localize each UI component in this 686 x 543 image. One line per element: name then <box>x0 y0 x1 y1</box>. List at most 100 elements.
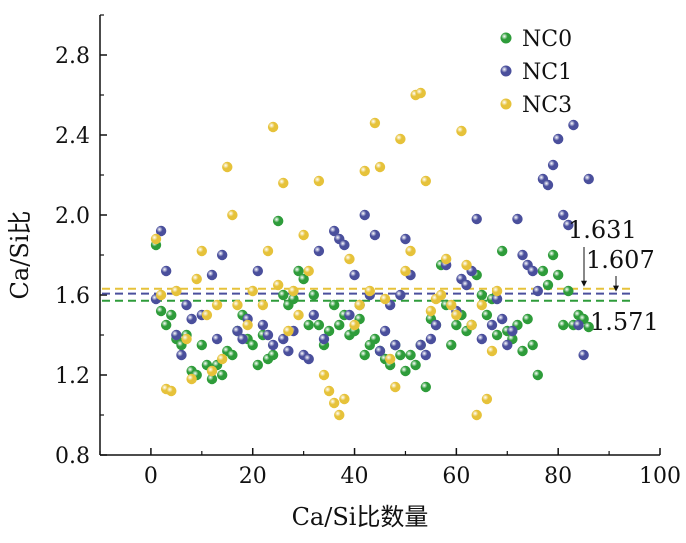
data-point-nc1 <box>303 353 314 365</box>
data-point-nc0 <box>293 265 304 277</box>
data-point-nc3 <box>216 353 228 365</box>
x-tick-label: 40 <box>341 464 369 489</box>
data-point-nc1 <box>527 265 538 277</box>
data-point-nc3 <box>405 245 416 257</box>
data-point-nc1 <box>568 119 579 131</box>
data-point-nc0 <box>308 289 320 301</box>
mean-value-label: 1.631 <box>568 216 637 244</box>
data-point-nc1 <box>374 345 386 357</box>
data-point-nc0 <box>247 339 258 351</box>
data-point-nc0 <box>496 245 508 257</box>
y-tick-label: 0.8 <box>55 444 90 469</box>
y-axis-title: Ca/Si比 <box>6 211 34 300</box>
data-point-nc1 <box>558 209 569 221</box>
data-point-nc0 <box>298 273 309 285</box>
y-tick-label: 2.8 <box>55 44 90 69</box>
data-point-nc1 <box>425 333 437 345</box>
data-point-nc3 <box>435 289 447 301</box>
data-point-nc3 <box>191 273 202 285</box>
data-point-nc3 <box>440 253 452 265</box>
data-point-nc1 <box>583 173 594 185</box>
data-point-nc3 <box>181 333 192 345</box>
data-point-nc0 <box>227 349 238 361</box>
data-point-nc1 <box>216 249 228 261</box>
data-point-nc3 <box>272 279 284 291</box>
data-point-nc3 <box>323 385 335 397</box>
data-point-nc1 <box>415 339 426 351</box>
y-tick-label: 1.2 <box>55 364 90 389</box>
data-point-nc1 <box>339 239 350 251</box>
data-point-nc1 <box>160 265 172 277</box>
data-point-nc0 <box>563 285 574 297</box>
data-point-nc1 <box>232 325 243 337</box>
data-point-nc0 <box>517 345 528 357</box>
legend-marker-nc0 <box>500 32 512 44</box>
data-point-nc1 <box>471 213 482 225</box>
data-point-nc3 <box>390 381 401 393</box>
data-point-nc1 <box>283 345 294 357</box>
data-point-nc1 <box>176 349 187 361</box>
data-point-nc3 <box>354 299 365 311</box>
data-point-nc1 <box>349 269 360 281</box>
data-point-nc3 <box>415 87 426 99</box>
data-point-nc1 <box>578 349 589 361</box>
data-point-nc1 <box>308 309 320 321</box>
legend-label-nc1: NC1 <box>522 60 572 85</box>
data-point-nc3 <box>456 125 467 137</box>
data-point-nc3 <box>334 409 345 421</box>
legend-label-nc0: NC0 <box>522 27 572 52</box>
data-point-nc1 <box>542 179 554 191</box>
data-point-nc0 <box>328 299 340 311</box>
data-point-nc1 <box>155 225 167 237</box>
x-tick-label: 0 <box>144 464 158 489</box>
data-point-nc1 <box>186 313 197 325</box>
data-point-nc0 <box>323 325 335 337</box>
data-point-nc3 <box>339 393 350 405</box>
data-point-nc3 <box>227 209 238 221</box>
data-point-nc0 <box>537 265 549 277</box>
data-point-nc3 <box>384 353 396 365</box>
data-point-nc0 <box>527 339 538 351</box>
data-point-nc1 <box>359 209 370 221</box>
data-point-nc1 <box>262 329 274 341</box>
data-point-nc1 <box>573 319 584 331</box>
data-point-nc0 <box>542 279 554 291</box>
data-point-nc3 <box>359 165 370 177</box>
axes: 0 20 40 60 80 100 0.8 1.2 1.6 2.0 2.4 2.8 Ca/Si比数量 Ca… <box>6 14 681 531</box>
data-point-nc3 <box>206 365 218 377</box>
data-point-nc3 <box>349 319 360 331</box>
data-point-nc3 <box>486 345 498 357</box>
data-point-nc3 <box>313 175 325 187</box>
data-point-nc3 <box>232 299 243 311</box>
data-point-nc3 <box>318 369 330 381</box>
data-point-nc0 <box>155 305 167 317</box>
data-point-nc3 <box>222 161 233 173</box>
data-point-nc1 <box>369 229 381 241</box>
data-point-nc0 <box>359 349 370 361</box>
data-point-nc1 <box>171 329 182 341</box>
x-tick-label: 20 <box>239 464 267 489</box>
data-point-nc3 <box>298 229 309 241</box>
data-point-nc3 <box>344 253 355 265</box>
data-point-nc3 <box>267 121 279 133</box>
data-point-nc3 <box>451 309 462 321</box>
data-point-nc3 <box>150 233 162 245</box>
data-point-nc1 <box>552 133 564 145</box>
data-point-nc0 <box>405 349 416 361</box>
data-point-nc3 <box>283 325 294 337</box>
data-point-nc0 <box>476 289 488 301</box>
data-point-nc0 <box>369 333 381 345</box>
data-point-nc1 <box>328 225 340 237</box>
data-point-nc0 <box>313 319 325 331</box>
data-point-nc1 <box>496 313 508 325</box>
data-point-nc1 <box>313 245 325 257</box>
mean-value-label: 1.571 <box>590 308 659 336</box>
annotation-arrow-head <box>581 280 587 287</box>
data-point-nc3 <box>293 309 304 321</box>
data-point-nc1 <box>318 333 330 345</box>
y-tick-label: 1.6 <box>55 284 90 309</box>
data-point-nc3 <box>461 259 472 271</box>
